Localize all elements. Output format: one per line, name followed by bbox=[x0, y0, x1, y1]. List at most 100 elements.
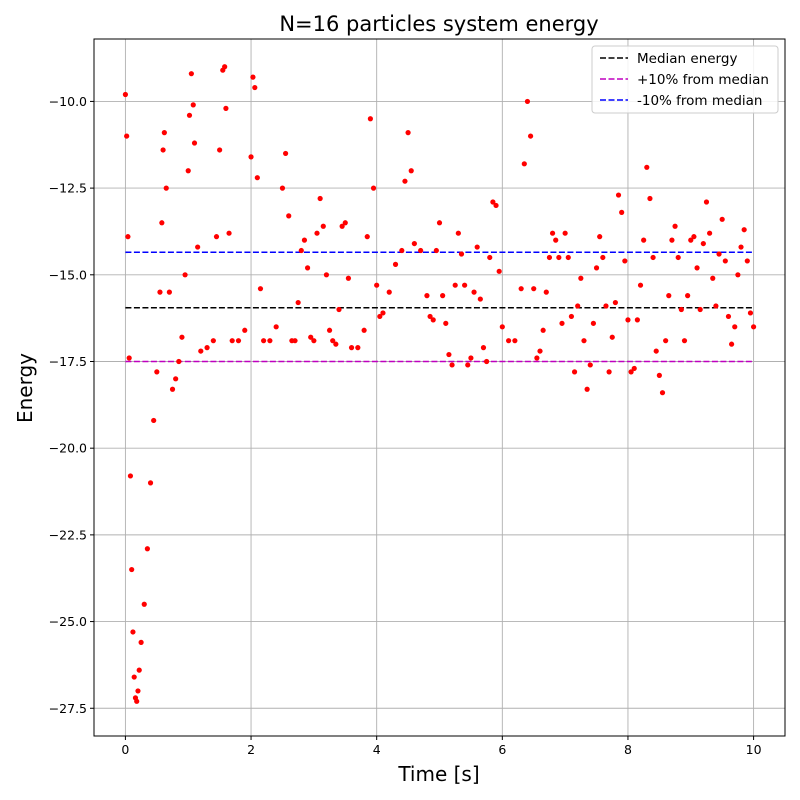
data-point bbox=[521, 161, 527, 167]
data-point bbox=[314, 230, 320, 236]
data-point bbox=[716, 251, 722, 257]
data-point bbox=[565, 254, 571, 261]
data-point bbox=[741, 227, 747, 233]
data-point bbox=[301, 237, 308, 243]
y-tick-label: −25.0 bbox=[49, 614, 87, 629]
data-point bbox=[590, 320, 597, 326]
data-point bbox=[185, 168, 191, 174]
data-points-layer bbox=[122, 64, 757, 704]
data-point bbox=[190, 102, 196, 108]
data-point bbox=[628, 369, 634, 375]
data-point bbox=[738, 244, 744, 250]
data-point bbox=[405, 130, 411, 136]
data-point bbox=[484, 358, 490, 365]
data-point bbox=[719, 216, 725, 222]
data-point bbox=[282, 150, 289, 157]
data-point bbox=[452, 282, 458, 288]
data-point bbox=[578, 275, 584, 281]
data-point bbox=[553, 237, 559, 243]
data-point bbox=[584, 386, 590, 392]
data-point bbox=[326, 327, 333, 333]
data-point bbox=[223, 105, 229, 111]
data-point bbox=[257, 286, 264, 292]
data-point bbox=[226, 230, 232, 236]
y-tick-label: −15.0 bbox=[49, 267, 87, 282]
data-point bbox=[217, 147, 223, 153]
data-point bbox=[125, 234, 131, 240]
data-point bbox=[235, 338, 242, 344]
data-point bbox=[424, 293, 430, 299]
data-point bbox=[663, 338, 669, 344]
data-point bbox=[386, 289, 392, 295]
y-axis-label: Energy bbox=[13, 353, 37, 423]
data-point bbox=[430, 317, 436, 323]
data-point bbox=[198, 348, 204, 354]
data-point bbox=[127, 473, 134, 479]
data-point bbox=[697, 306, 703, 313]
data-point bbox=[700, 240, 706, 247]
data-point bbox=[173, 376, 179, 382]
data-point bbox=[477, 296, 483, 302]
data-point bbox=[493, 202, 499, 209]
legend-entry: -10% from median bbox=[637, 93, 762, 109]
data-point bbox=[710, 275, 716, 281]
data-point bbox=[694, 265, 700, 271]
data-point bbox=[587, 362, 593, 368]
data-point bbox=[330, 338, 336, 344]
data-point bbox=[735, 272, 741, 278]
data-point bbox=[713, 303, 719, 309]
data-point bbox=[531, 286, 537, 292]
data-point bbox=[380, 310, 386, 316]
data-point bbox=[298, 247, 304, 254]
data-point bbox=[449, 362, 455, 368]
data-point bbox=[524, 98, 531, 105]
data-point bbox=[304, 265, 311, 271]
data-point bbox=[440, 293, 446, 299]
data-point bbox=[126, 355, 132, 361]
data-point bbox=[729, 341, 735, 347]
data-point bbox=[135, 688, 141, 694]
plot-frame bbox=[93, 38, 786, 737]
data-point bbox=[653, 348, 659, 354]
data-point bbox=[732, 324, 738, 330]
data-point bbox=[159, 220, 165, 226]
data-point bbox=[399, 247, 405, 254]
data-point bbox=[317, 195, 323, 202]
data-point bbox=[188, 71, 194, 77]
data-point bbox=[138, 639, 144, 645]
data-point bbox=[471, 289, 477, 295]
data-point bbox=[311, 338, 317, 344]
data-point bbox=[637, 282, 644, 288]
data-point bbox=[468, 355, 474, 361]
legend-entry: Median energy bbox=[637, 51, 737, 67]
data-point bbox=[163, 185, 169, 191]
data-point bbox=[562, 230, 568, 236]
data-point bbox=[465, 362, 471, 368]
reference-lines-layer bbox=[125, 251, 754, 363]
x-axis-label: Time [s] bbox=[397, 762, 479, 786]
data-point bbox=[681, 338, 688, 344]
data-point bbox=[160, 147, 166, 153]
data-point bbox=[609, 334, 615, 340]
legend-box bbox=[591, 45, 779, 114]
data-point bbox=[248, 154, 254, 160]
data-point bbox=[512, 338, 518, 344]
chart-title: N=16 particles system energy bbox=[279, 12, 598, 36]
x-tick-label: 10 bbox=[746, 742, 762, 757]
data-point bbox=[747, 310, 754, 316]
data-point bbox=[169, 386, 176, 392]
data-point bbox=[571, 369, 578, 375]
data-point bbox=[499, 324, 505, 330]
y-tick-label: −27.5 bbox=[49, 701, 87, 716]
data-point bbox=[656, 372, 662, 378]
data-point bbox=[634, 317, 640, 323]
data-point bbox=[136, 667, 142, 673]
data-point bbox=[333, 341, 339, 347]
data-point bbox=[688, 237, 694, 243]
data-point bbox=[606, 369, 612, 375]
data-point bbox=[543, 289, 549, 295]
data-point bbox=[161, 130, 167, 136]
data-point bbox=[336, 306, 342, 313]
data-point bbox=[213, 234, 220, 240]
